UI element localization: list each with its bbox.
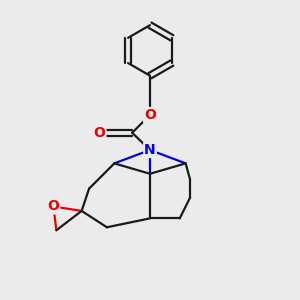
Text: O: O [94,126,105,140]
Text: O: O [144,108,156,122]
Text: O: O [47,200,59,214]
Text: N: N [144,143,156,157]
